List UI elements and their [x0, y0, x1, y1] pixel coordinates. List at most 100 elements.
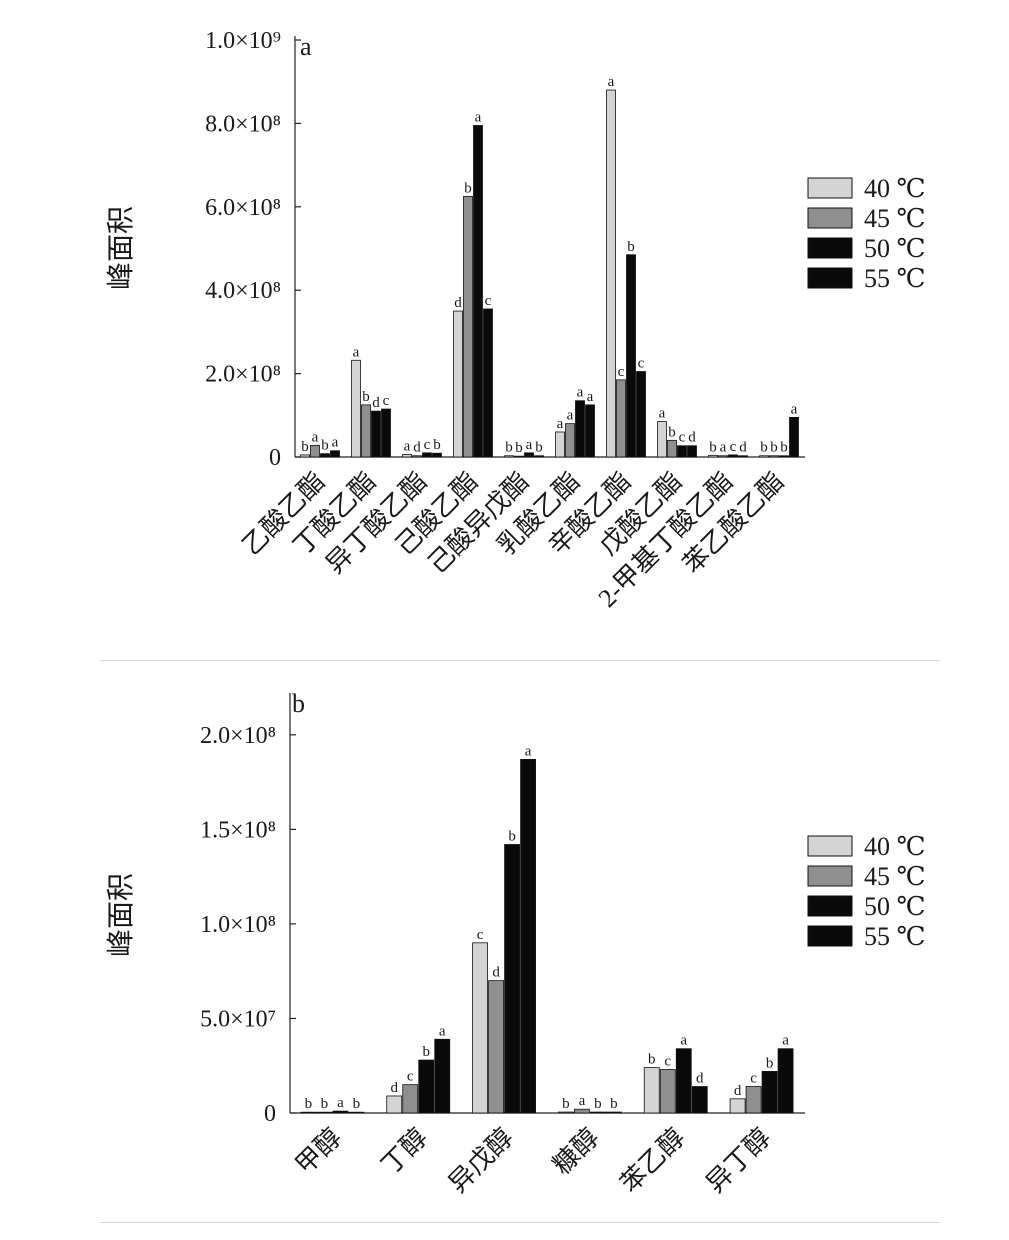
panel-a-significance-letter: a	[526, 437, 533, 453]
panel-b-bar	[434, 1038, 451, 1114]
panel-b-bar	[316, 1111, 333, 1114]
panel-b-bar	[574, 1108, 590, 1114]
panel-a-panel-label: a	[300, 32, 312, 61]
panel-a-significance-letter: a	[659, 406, 666, 422]
panel-a-bar	[320, 453, 330, 458]
panel-b-legend-label: 45 ℃	[864, 862, 926, 891]
panel-a-bar	[504, 455, 514, 458]
panel-a-significance-letter: d	[413, 440, 421, 456]
panel-a-legend-label: 55 ℃	[864, 264, 926, 293]
panel-b-y-tick-label: 2.0×10⁸	[200, 723, 276, 749]
panel-b-y-tick-label: 1.5×10⁸	[200, 817, 276, 843]
panel-b-legend-swatch	[807, 895, 853, 917]
panel-a-significance-letter: c	[730, 439, 737, 455]
panel-a-legend-swatch	[807, 207, 853, 229]
panel-b-significance-letter: b	[305, 1096, 313, 1112]
panel-a-bar	[310, 444, 320, 458]
panel-b-legend-swatch	[807, 865, 853, 887]
panel-a-legend-swatch	[807, 267, 853, 289]
panel-a-bar	[555, 431, 565, 458]
panel-b-significance-letter: b	[766, 1055, 774, 1071]
panel-b-significance-letter: a	[525, 743, 532, 759]
panel-a-bar	[575, 400, 585, 458]
panel-a-significance-letter: b	[709, 439, 717, 455]
panel-b-significance-letter: a	[680, 1033, 687, 1049]
panel-b-bar	[777, 1048, 794, 1114]
panel-a-y-tick-label: 4.0×10⁸	[205, 278, 281, 304]
panel-a-significance-letter: a	[608, 74, 615, 90]
panel-a-significance-letter: b	[627, 239, 635, 255]
panel-a-significance-letter: d	[739, 440, 747, 456]
panel-a-significance-letter: b	[505, 440, 513, 456]
panel-b-bar	[418, 1059, 435, 1114]
panel-b-bar	[520, 759, 536, 1114]
panel-a-y-axis-title: 峰面积	[105, 206, 137, 290]
panel-a-y-tick-label: 1.0×10⁹	[205, 28, 281, 54]
panel-b-x-category-label: 甲醇	[290, 1123, 347, 1180]
panel-a-bar	[432, 452, 442, 458]
panel-a-legend-label: 50 ℃	[864, 234, 926, 263]
panel-a-significance-letter: a	[353, 344, 360, 360]
panel-a-bar	[667, 439, 677, 458]
panel-b-significance-letter: b	[648, 1052, 656, 1068]
panel-a-significance-letter: b	[321, 438, 329, 454]
panel-b-x-category-label: 糠醇	[547, 1123, 604, 1180]
panel-b-legend-label: 55 ℃	[864, 922, 926, 951]
panel-b-bar	[348, 1111, 365, 1114]
panel-a-bar	[330, 450, 340, 458]
panel-a-significance-letter: d	[454, 295, 462, 311]
panel-divider-bottom	[100, 1222, 940, 1223]
panel-a-significance-letter: b	[464, 180, 472, 196]
panel-a-significance-letter: b	[535, 440, 543, 456]
panel-b-significance-letter: b	[594, 1096, 602, 1112]
panel-b-y-tick-label: 5.0×10⁷	[200, 1006, 276, 1032]
panel-a-bar	[381, 408, 391, 458]
panel-a-bar	[473, 125, 483, 458]
panel-a-significance-letter: a	[567, 408, 574, 424]
panel-a-significance-letter: c	[618, 364, 625, 380]
panel-b-bar	[386, 1095, 403, 1114]
panel-a-bar	[687, 445, 697, 458]
panel-a-significance-letter: a	[791, 401, 798, 417]
panel-a-significance-letter: a	[587, 389, 594, 405]
panel-a-bar	[524, 452, 534, 458]
panel-b-x-category-label: 异丁醇	[701, 1123, 777, 1199]
panel-a-bar	[718, 455, 728, 458]
panel-b-x-category-label: 异戊醇	[443, 1123, 519, 1199]
panel-b-significance-letter: c	[750, 1071, 757, 1087]
panel-a-legend-swatch	[807, 237, 853, 259]
panel-a-significance-letter: a	[404, 438, 411, 454]
panel-a-bar	[371, 410, 381, 458]
panel-a-significance-letter: a	[577, 385, 584, 401]
panel-a-bar	[565, 423, 575, 458]
panel-a-bar	[759, 455, 769, 458]
panel-a-bar	[657, 421, 667, 458]
panel-b-bar	[402, 1084, 419, 1114]
panel-b-significance-letter: d	[696, 1071, 704, 1087]
panel-b-significance-letter: c	[407, 1069, 414, 1085]
panel-b-bar	[504, 844, 520, 1114]
panel-a-significance-letter: b	[362, 389, 370, 405]
panel-b-significance-letter: a	[782, 1033, 789, 1049]
panel-a-significance-letter: c	[424, 437, 431, 453]
panel-a-legend-swatch	[807, 177, 853, 199]
panel-b-bar	[472, 942, 488, 1114]
panel-a-bar	[677, 445, 687, 458]
panel-b-bar	[590, 1111, 606, 1114]
panel-a-bar	[300, 454, 310, 458]
panel-b-significance-letter: b	[321, 1096, 329, 1112]
panel-b-x-category-label: 丁醇	[376, 1123, 433, 1180]
panel-a-bar	[636, 371, 646, 458]
panel-a-bar	[626, 254, 636, 458]
panel-b-bar	[606, 1111, 622, 1114]
panel-a-bar	[402, 454, 412, 458]
panel-a-significance-letter: a	[720, 440, 727, 456]
panel-a-significance-letter: c	[383, 393, 390, 409]
panel-a-significance-letter: b	[760, 440, 768, 456]
panel-b-bar	[558, 1111, 574, 1114]
panel-a-significance-letter: b	[515, 440, 523, 456]
panel-b-significance-letter: c	[664, 1054, 671, 1070]
panel-a-significance-letter: d	[688, 430, 696, 446]
panel-a-bar	[708, 454, 718, 458]
